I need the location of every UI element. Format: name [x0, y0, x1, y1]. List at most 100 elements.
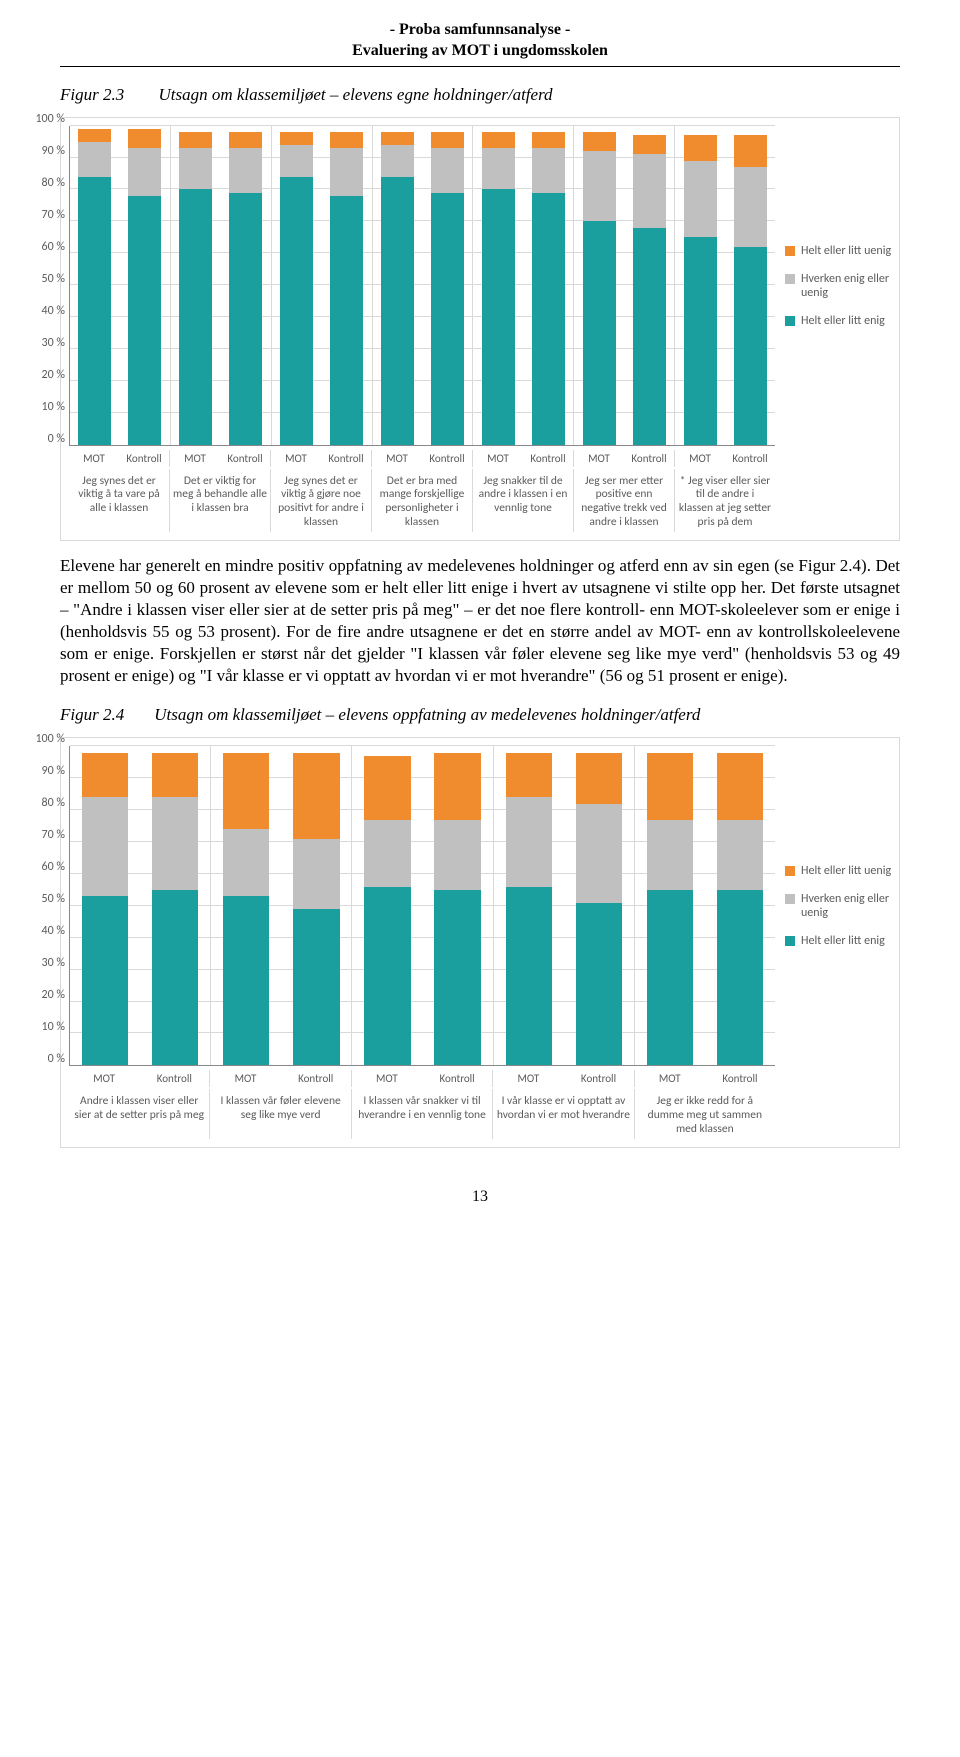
bar-segment-hverken [734, 167, 767, 247]
x-condition-label: MOT [271, 450, 321, 467]
bar-segment-hverken [82, 797, 128, 896]
chart-group [473, 126, 574, 445]
x-group-label: Det er bra med mange forskjellige person… [372, 469, 473, 532]
legend-label: Helt eller litt enig [801, 934, 885, 948]
bar-segment-hverken [330, 148, 363, 196]
legend-item: Helt eller litt uenig [785, 864, 895, 878]
legend-label: Helt eller litt uenig [801, 864, 891, 878]
x-group-label: I klassen vår føler elevene seg like mye… [210, 1089, 351, 1138]
chart-bar [532, 126, 565, 445]
bar-segment-hverken [381, 145, 414, 177]
x-group-label: * Jeg viser eller sier til de andre i kl… [675, 469, 775, 532]
x-condition-label: Kontroll [422, 1070, 492, 1087]
bar-segment-uenig [684, 135, 717, 161]
bar-segment-enig [482, 189, 515, 444]
x-condition-label: MOT [69, 1070, 139, 1087]
chart-group [494, 746, 635, 1065]
legend-item: Helt eller litt enig [785, 314, 895, 328]
legend-label: Helt eller litt uenig [801, 244, 891, 258]
x-group-label: I vår klasse er vi opptatt av hvordan vi… [493, 1089, 634, 1138]
bar-segment-enig [330, 196, 363, 445]
chart-bar [78, 126, 111, 445]
bar-segment-uenig [734, 135, 767, 167]
bar-segment-hverken [576, 804, 622, 903]
bar-segment-enig [576, 903, 622, 1066]
x-group-label: Andre i klassen viser eller sier at de s… [69, 1089, 210, 1138]
figure-24-caption: Figur 2.4 Utsagn om klassemiljøet – elev… [60, 705, 900, 725]
legend-item: Helt eller litt enig [785, 934, 895, 948]
bar-segment-uenig [717, 753, 763, 820]
legend-swatch [785, 316, 795, 326]
x-group-label: Jeg synes det er viktig å gjøre noe posi… [271, 469, 372, 532]
chart-bar [576, 746, 622, 1065]
chart-group [70, 746, 211, 1065]
chart-bar [717, 746, 763, 1065]
chart-bar [431, 126, 464, 445]
bar-segment-enig [229, 193, 262, 445]
legend-swatch [785, 936, 795, 946]
bar-segment-uenig [179, 132, 212, 148]
bar-segment-hverken [647, 820, 693, 890]
x-condition-label: MOT [473, 450, 523, 467]
chart-plot-area [69, 126, 775, 446]
bar-segment-hverken [128, 148, 161, 196]
chart-legend: Helt eller litt uenig Hverken enig eller … [775, 746, 895, 1066]
bar-segment-enig [633, 228, 666, 445]
chart-group [675, 126, 775, 445]
legend-label: Hverken enig eller uenig [801, 892, 895, 920]
chart-bar [647, 746, 693, 1065]
bar-segment-enig [280, 177, 313, 445]
bar-segment-enig [532, 193, 565, 445]
figure-24-chart: 100 %90 %80 %70 %60 %50 %40 %30 %20 %10 … [60, 737, 900, 1147]
chart-bar [330, 126, 363, 445]
bar-segment-uenig [293, 753, 339, 839]
bar-segment-hverken [684, 161, 717, 238]
chart-bar [179, 126, 212, 445]
x-group-label: Jeg synes det er viktig å ta vare på all… [69, 469, 170, 532]
bar-segment-enig [152, 890, 198, 1065]
legend-item: Hverken enig eller uenig [785, 272, 895, 300]
x-condition-label: MOT [372, 450, 422, 467]
x-condition-label: MOT [675, 450, 725, 467]
x-condition-label: MOT [69, 450, 119, 467]
bar-segment-uenig [364, 756, 410, 820]
chart-bar [506, 746, 552, 1065]
page-header: - Proba samfunnsanalyse - Evaluering av … [60, 20, 900, 67]
bar-segment-uenig [330, 132, 363, 148]
chart-bar [128, 126, 161, 445]
bar-segment-hverken [364, 820, 410, 887]
x-condition-label: Kontroll [563, 1070, 633, 1087]
chart-bar [229, 126, 262, 445]
bar-segment-uenig [576, 753, 622, 804]
chart-bar [82, 746, 128, 1065]
chart-group [352, 746, 493, 1065]
bar-segment-uenig [583, 132, 616, 151]
bar-segment-hverken [532, 148, 565, 193]
legend-swatch [785, 246, 795, 256]
bar-segment-hverken [506, 797, 552, 886]
chart-group [373, 126, 474, 445]
bar-segment-uenig [223, 753, 269, 830]
legend-label: Hverken enig eller uenig [801, 272, 895, 300]
chart-bar [364, 746, 410, 1065]
bar-segment-uenig [532, 132, 565, 148]
x-condition-label: MOT [210, 1070, 280, 1087]
bar-segment-hverken [482, 148, 515, 189]
chart-group [635, 746, 775, 1065]
chart-bar [434, 746, 480, 1065]
legend-item: Helt eller litt uenig [785, 244, 895, 258]
bar-segment-hverken [223, 829, 269, 896]
bar-segment-uenig [434, 753, 480, 820]
chart-group [272, 126, 373, 445]
figure-23-label: Figur 2.3 [60, 85, 124, 104]
figure-24-label: Figur 2.4 [60, 705, 124, 725]
chart-bar [152, 746, 198, 1065]
bar-segment-enig [434, 890, 480, 1065]
legend-label: Helt eller litt enig [801, 314, 885, 328]
bar-segment-enig [431, 193, 464, 445]
bar-segment-enig [647, 890, 693, 1065]
bar-segment-uenig [381, 132, 414, 145]
bar-segment-enig [717, 890, 763, 1065]
chart-bar [633, 126, 666, 445]
x-condition-label: Kontroll [705, 1070, 775, 1087]
